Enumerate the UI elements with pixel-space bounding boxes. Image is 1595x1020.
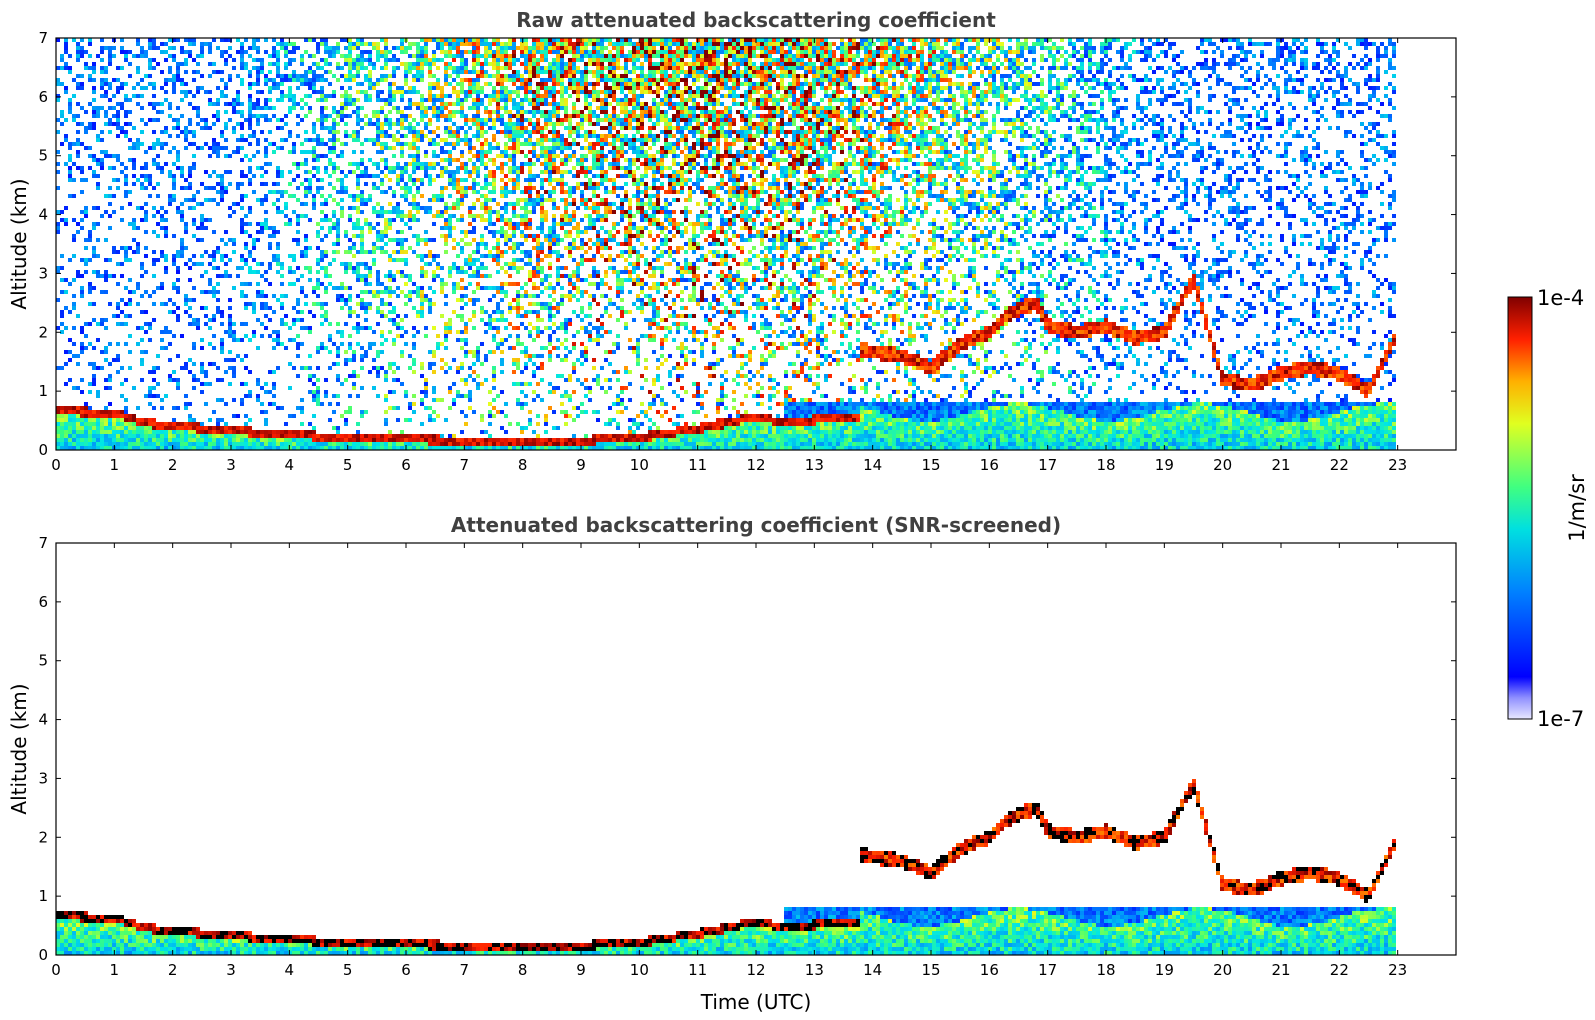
y-tick-label: 1 xyxy=(38,887,48,905)
x-tick-label: 0 xyxy=(51,456,61,474)
x-tick-label: 11 xyxy=(688,456,707,474)
y-tick-label: 7 xyxy=(38,534,48,552)
x-tick-label: 1 xyxy=(110,961,120,979)
x-tick-label: 11 xyxy=(688,961,707,979)
y-tick-label: 4 xyxy=(38,206,48,224)
x-tick-label: 4 xyxy=(285,456,295,474)
y-tick-label: 2 xyxy=(38,323,48,341)
y-tick-label: 1 xyxy=(38,382,48,400)
y-tick-label: 7 xyxy=(38,29,48,47)
panel-screened-ticks: 0 1 2 3 4 5 6 7 8 9 10 11 12 13 14 15 16 17 18 19 20 21 22 2301… xyxy=(38,534,1456,979)
panel-screened-xlabel: Time (UTC) xyxy=(700,990,812,1014)
raw-heatmap xyxy=(56,38,1396,450)
x-tick-label: 20 xyxy=(1213,961,1232,979)
y-tick-label: 5 xyxy=(38,147,48,165)
y-tick-label: 4 xyxy=(38,711,48,729)
x-tick-label: 3 xyxy=(226,961,236,979)
panel-screened-ylabel: Altitude (km) xyxy=(7,683,31,814)
y-tick-label: 3 xyxy=(38,769,48,787)
x-tick-label: 9 xyxy=(576,961,586,979)
colorbar-gradient xyxy=(1507,296,1533,720)
x-tick-label: 7 xyxy=(460,961,470,979)
panel-raw-ylabel: Altitude (km) xyxy=(7,178,31,309)
x-tick-label: 12 xyxy=(746,456,765,474)
panel-raw-ticks: 0 1 2 3 4 5 6 7 8 9 10 11 12 13 14 15 16 17 18 19 20 21 22 2301… xyxy=(38,29,1456,474)
x-tick-label: 8 xyxy=(518,456,528,474)
x-tick-label: 23 xyxy=(1388,961,1407,979)
colorbar-unit-label: 1/m/sr xyxy=(1565,474,1589,542)
x-tick-label: 13 xyxy=(805,961,824,979)
x-tick-label: 2 xyxy=(168,456,178,474)
x-tick-label: 22 xyxy=(1330,961,1349,979)
x-tick-label: 18 xyxy=(1096,961,1115,979)
x-tick-label: 17 xyxy=(1038,961,1057,979)
panel-raw-title: Raw attenuated backscattering coefficien… xyxy=(516,8,996,32)
x-tick-label: 18 xyxy=(1096,456,1115,474)
x-tick-label: 23 xyxy=(1388,456,1407,474)
x-tick-label: 21 xyxy=(1271,961,1290,979)
x-tick-label: 16 xyxy=(980,961,999,979)
x-tick-label: 7 xyxy=(460,456,470,474)
x-tick-label: 2 xyxy=(168,961,178,979)
x-tick-label: 16 xyxy=(980,456,999,474)
y-tick-label: 5 xyxy=(38,652,48,670)
colorbar-max-label: 1e-4 xyxy=(1537,286,1584,310)
x-tick-label: 19 xyxy=(1155,961,1174,979)
x-tick-label: 6 xyxy=(401,456,411,474)
panel-screened: Attenuated backscattering coefficient (S… xyxy=(7,513,1457,1014)
x-tick-label: 12 xyxy=(746,961,765,979)
colorbar: 1e-4 1e-7 1/m/sr xyxy=(1507,286,1589,731)
x-tick-label: 14 xyxy=(863,961,882,979)
x-tick-label: 15 xyxy=(921,961,940,979)
x-tick-label: 4 xyxy=(285,961,295,979)
y-tick-label: 6 xyxy=(38,88,48,106)
x-tick-label: 14 xyxy=(863,456,882,474)
x-tick-label: 13 xyxy=(805,456,824,474)
y-tick-label: 0 xyxy=(38,946,48,964)
x-tick-label: 6 xyxy=(401,961,411,979)
x-tick-label: 9 xyxy=(576,456,586,474)
x-tick-label: 17 xyxy=(1038,456,1057,474)
screened-heatmap xyxy=(56,779,1396,955)
panel-raw: Raw attenuated backscattering coefficien… xyxy=(7,8,1457,474)
y-tick-label: 2 xyxy=(38,828,48,846)
x-tick-label: 5 xyxy=(343,961,353,979)
x-tick-label: 5 xyxy=(343,456,353,474)
y-tick-label: 3 xyxy=(38,264,48,282)
x-tick-label: 1 xyxy=(110,456,120,474)
panel-screened-title: Attenuated backscattering coefficient (S… xyxy=(451,513,1061,537)
y-tick-label: 0 xyxy=(38,441,48,459)
x-tick-label: 22 xyxy=(1330,456,1349,474)
y-tick-label: 6 xyxy=(38,593,48,611)
x-tick-label: 21 xyxy=(1271,456,1290,474)
x-tick-label: 15 xyxy=(921,456,940,474)
x-tick-label: 20 xyxy=(1213,456,1232,474)
x-tick-label: 10 xyxy=(630,456,649,474)
x-tick-label: 8 xyxy=(518,961,528,979)
x-tick-label: 10 xyxy=(630,961,649,979)
colorbar-min-label: 1e-7 xyxy=(1537,707,1584,731)
x-tick-label: 3 xyxy=(226,456,236,474)
x-tick-label: 19 xyxy=(1155,456,1174,474)
x-tick-label: 0 xyxy=(51,961,61,979)
